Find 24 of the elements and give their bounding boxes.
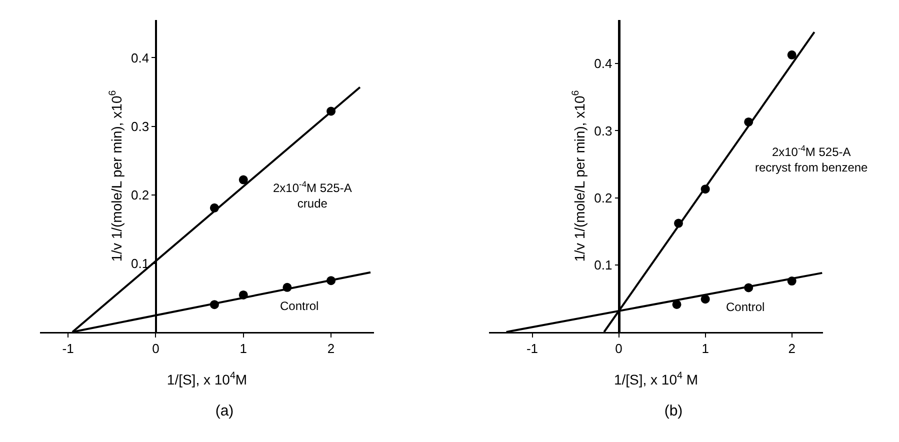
y-tick-label: 0.3 <box>594 123 612 138</box>
y-tick-label: 0.1 <box>594 257 612 272</box>
y-tick-label: 0.4 <box>594 56 612 72</box>
x-tick-label: 1 <box>702 341 709 356</box>
x-tick-label: 0 <box>615 341 622 356</box>
y-tick-label: 0.3 <box>131 118 150 134</box>
series-label: Control <box>280 299 319 313</box>
y-tick-label: 0.1 <box>131 256 150 271</box>
y-tick-label: 0.4 <box>131 50 150 66</box>
text: (a) <box>215 402 234 420</box>
x-tick-label: 2 <box>327 341 335 356</box>
x-tick-label: -1 <box>526 341 538 356</box>
x-tick-label: 0 <box>152 341 160 356</box>
x-tick-label: 2 <box>788 341 796 356</box>
x-axis-title: 1/[S], x 10$^{4}$M <box>166 370 248 388</box>
x-tick-label: 1 <box>240 341 247 356</box>
series-label: 2x10$^{-4}$M 525-A recryst from benzene <box>755 143 868 175</box>
y-tick-label: 0.2 <box>594 190 612 206</box>
x-axis-title: 1/[S], x 10$^{4}$ M <box>614 370 698 388</box>
series-label: Control <box>726 300 765 314</box>
x-tick-label: -1 <box>62 341 74 356</box>
y-tick-label: 0.2 <box>131 187 150 202</box>
series-label: 2x10$^{-4}$M 525-A crude <box>273 179 352 211</box>
text: (b) <box>664 402 683 420</box>
